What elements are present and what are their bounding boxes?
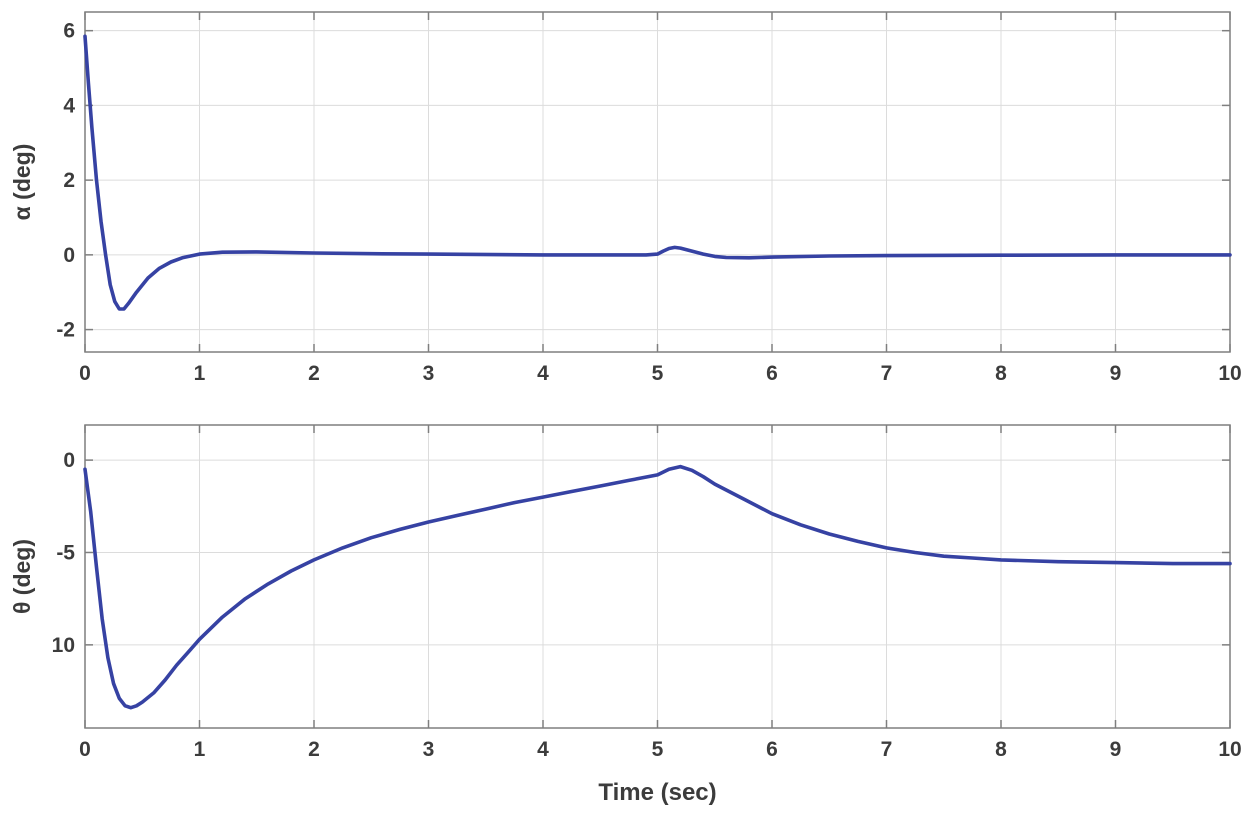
- y-tick-label: 0: [63, 449, 75, 472]
- x-tick-label: 7: [881, 738, 893, 761]
- y-tick-label: 2: [63, 169, 75, 192]
- x-tick-label: 1: [194, 738, 206, 761]
- x-tick-label: 6: [766, 362, 778, 385]
- y-tick-label: -5: [56, 541, 75, 564]
- theta-ylabel: θ (deg): [9, 539, 35, 614]
- theta-axes: 0 1 2 3 4 5 6 7 8 9 10 0 -5 10 θ (deg) Time (sec): [9, 424, 1242, 806]
- x-tick-label: 8: [995, 738, 1007, 761]
- x-tick-label: 3: [423, 362, 435, 385]
- x-tick-label: 2: [308, 738, 320, 761]
- x-tick-label: 4: [537, 362, 549, 385]
- x-tick-label: 6: [766, 738, 778, 761]
- x-tick-label: 1: [194, 362, 206, 385]
- x-tick-label: 10: [1218, 362, 1241, 385]
- x-tick-label: 10: [1218, 738, 1241, 761]
- x-tick-label: 5: [652, 738, 664, 761]
- x-tick-label: 0: [79, 738, 91, 761]
- x-tick-label: 9: [1110, 738, 1122, 761]
- x-tick-label: 7: [881, 362, 893, 385]
- alpha-ylabel: α (deg): [9, 144, 35, 221]
- x-tick-label: 5: [652, 362, 664, 385]
- theta-xlabel: Time (sec): [598, 779, 716, 806]
- alpha-curve: [83, 34, 1232, 311]
- x-tick-label: 8: [995, 362, 1007, 385]
- y-tick-label: 6: [63, 20, 75, 43]
- theta-curve: [83, 464, 1232, 710]
- y-tick-label: 10: [52, 634, 75, 657]
- y-tick-label: 4: [63, 94, 75, 117]
- y-tick-label: -2: [56, 319, 75, 342]
- x-tick-label: 0: [79, 362, 91, 385]
- x-tick-label: 3: [423, 738, 435, 761]
- y-tick-label: 0: [63, 244, 75, 267]
- x-tick-label: 4: [537, 738, 549, 761]
- x-tick-label: 2: [308, 362, 320, 385]
- x-tick-label: 9: [1110, 362, 1122, 385]
